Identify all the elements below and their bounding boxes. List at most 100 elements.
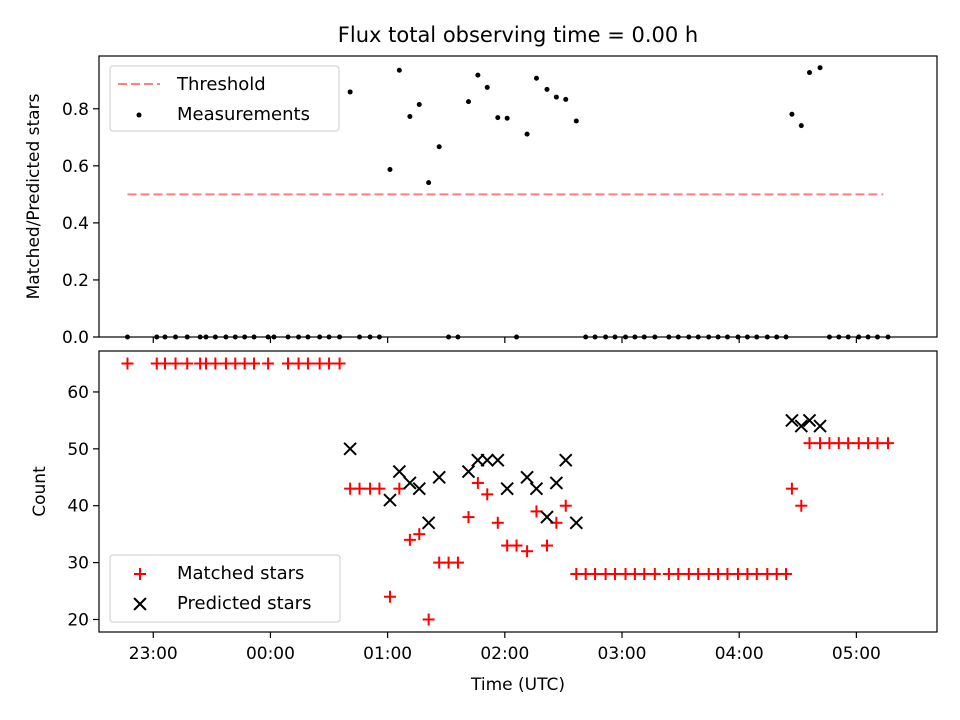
measurement-point	[836, 334, 842, 340]
matched-star-point	[282, 357, 295, 370]
measurement-point	[774, 334, 780, 340]
bottom-legend: Matched stars Predicted stars	[109, 554, 341, 623]
bottom-panel-frame	[98, 350, 938, 633]
measurement-point	[251, 334, 257, 340]
measurement-point	[305, 334, 311, 340]
measurement-point	[232, 334, 238, 340]
matched-star-point	[692, 567, 705, 580]
legend-measurements-swatch	[136, 112, 142, 118]
y-tick-label: 0.2	[62, 271, 89, 291]
predicted-star-point	[529, 481, 544, 496]
matched-star-point	[750, 567, 763, 580]
bottom-x-axis: 23:00 00:00 01:00 02:00 03:00 04:00 05:00	[129, 632, 881, 664]
predicted-star-point	[491, 453, 505, 467]
predicted-star-point	[432, 470, 446, 484]
matched-star-point	[462, 511, 475, 524]
measurement-point	[553, 94, 559, 100]
matched-star-point	[323, 357, 336, 370]
x-tick-label: 03:00	[598, 644, 647, 664]
predicted-star-point	[343, 442, 357, 456]
matched-star-point	[608, 567, 621, 580]
measurement-point	[612, 334, 618, 340]
matched-star-point	[803, 437, 816, 450]
top-legend: Threshold Measurements	[109, 65, 340, 132]
bottom-y-axis: 20 30 40 50 60	[67, 383, 99, 630]
measurement-point	[242, 334, 248, 340]
matched-star-point	[248, 357, 261, 370]
measurement-point	[524, 131, 530, 137]
measurement-point	[641, 334, 647, 340]
top-panel: 0.00.20.40.60.8 Matched/Predicted stars …	[24, 55, 938, 348]
measurement-point	[296, 334, 302, 340]
matched-star-point	[559, 499, 572, 512]
predicted-star-point	[559, 453, 573, 467]
measurement-point	[533, 75, 539, 81]
measurement-point	[212, 334, 218, 340]
matched-star-point	[403, 533, 416, 546]
bottom-y-axis-label: Count	[30, 466, 50, 517]
measurement-point	[754, 334, 760, 340]
measurement-point	[465, 99, 471, 105]
matched-star-point	[648, 567, 661, 580]
matched-star-point	[121, 357, 134, 370]
bottom-legend-box	[109, 554, 341, 623]
legend-predicted-swatch	[133, 597, 147, 611]
y-tick-label: 0.0	[62, 328, 89, 348]
matched-star-point	[333, 357, 346, 370]
measurement-point	[495, 115, 501, 121]
y-tick-label: 60	[67, 383, 89, 403]
measurement-point	[326, 334, 332, 340]
measurement-point	[223, 334, 229, 340]
bottom-plot-area	[121, 357, 895, 626]
measurement-point	[686, 334, 692, 340]
top-legend-box	[109, 65, 340, 132]
measurement-point	[885, 334, 891, 340]
measurement-point	[632, 334, 638, 340]
measurement-point	[367, 334, 373, 340]
top-y-axis-label: Matched/Predicted stars	[24, 93, 44, 299]
measurement-point	[744, 334, 750, 340]
measurement-point	[271, 334, 277, 340]
measurement-point	[197, 334, 203, 340]
measurement-point	[416, 101, 422, 107]
measurement-point	[475, 72, 481, 78]
measurement-point	[783, 334, 789, 340]
measurement-point	[675, 334, 681, 340]
legend-threshold-label: Threshold	[176, 74, 266, 95]
matched-star-point	[882, 437, 895, 450]
measurement-point	[845, 334, 851, 340]
matched-star-point	[301, 357, 314, 370]
predicted-star-point	[403, 476, 417, 490]
predicted-star-point	[794, 419, 809, 433]
measurement-point	[724, 334, 730, 340]
predicted-star-point	[480, 453, 494, 467]
x-tick-label: 05:00	[832, 644, 881, 664]
matched-star-point	[373, 482, 386, 495]
legend-matched-swatch	[134, 568, 146, 580]
legend-predicted-label: Predicted stars	[177, 593, 311, 614]
measurement-point	[173, 334, 179, 340]
measurement-point	[798, 123, 804, 129]
bottom-panel: 20 30 40 50 60 23:00 00:00 01:00 02:00 03:00 04:0…	[30, 350, 938, 695]
matched-star-point	[785, 482, 798, 495]
x-tick-label: 04:00	[715, 644, 764, 664]
y-tick-label: 30	[67, 554, 89, 574]
measurement-point	[154, 334, 160, 340]
x-tick-label: 00:00	[246, 644, 295, 664]
predicted-star-point	[549, 476, 564, 490]
top-plot-area	[124, 65, 891, 340]
matched-star-point	[393, 482, 406, 495]
measurement-point	[387, 167, 393, 173]
measurement-point	[715, 334, 721, 340]
y-tick-label: 0.6	[62, 157, 89, 177]
matched-star-point	[871, 437, 884, 450]
measurement-point	[623, 334, 629, 340]
measurement-point	[337, 334, 343, 340]
measurement-point	[583, 334, 589, 340]
predicted-star-point	[520, 470, 534, 484]
legend-matched-label: Matched stars	[177, 563, 304, 584]
y-tick-label: 50	[67, 440, 89, 460]
matched-star-point	[158, 357, 171, 370]
measurement-point	[563, 96, 569, 102]
